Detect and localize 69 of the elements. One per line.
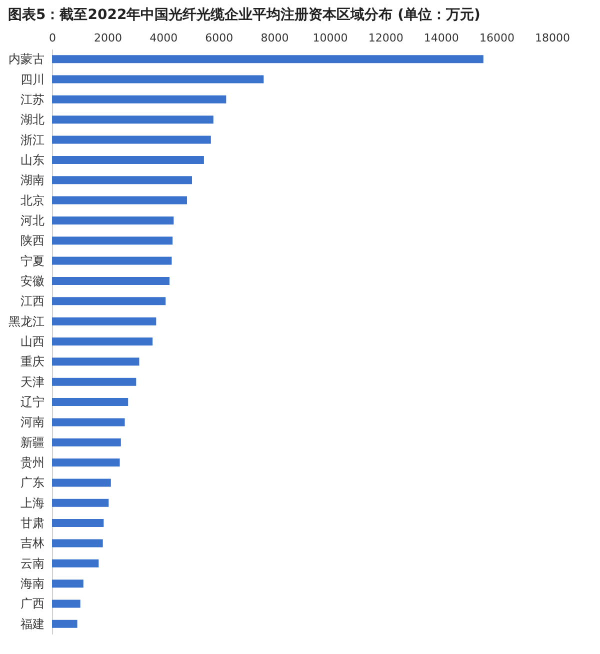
y-tick-label: 浙江 xyxy=(20,132,44,147)
bar xyxy=(52,75,264,84)
x-tick-label: 10000 xyxy=(312,32,348,44)
x-tick-label: 4000 xyxy=(150,32,178,44)
x-tick-label: 8000 xyxy=(260,32,289,44)
y-tick-label: 北京 xyxy=(20,193,44,208)
y-tick-label: 山东 xyxy=(20,152,44,167)
y-tick-label: 陕西 xyxy=(20,234,44,248)
y-tick-label: 辽宁 xyxy=(20,395,44,410)
y-tick-label: 内蒙古 xyxy=(8,52,44,66)
y-tick-label: 天津 xyxy=(20,374,44,389)
y-tick-label: 上海 xyxy=(20,496,44,510)
y-tick-label: 宁夏 xyxy=(20,254,44,268)
bar xyxy=(52,338,153,346)
y-tick-label: 云南 xyxy=(20,556,44,570)
y-tick-label: 山西 xyxy=(20,334,44,348)
bar xyxy=(52,580,84,588)
bar xyxy=(52,276,170,285)
y-tick-label: 新疆 xyxy=(20,435,44,450)
bar xyxy=(52,116,214,124)
bar xyxy=(52,559,99,568)
bar xyxy=(52,600,80,608)
y-tick-label: 河南 xyxy=(20,415,44,430)
y-tick-label: 河北 xyxy=(20,213,44,228)
y-tick-label: 江苏 xyxy=(20,92,44,106)
x-tick-label: 12000 xyxy=(368,32,404,44)
bar xyxy=(52,498,109,507)
y-tick-label: 湖南 xyxy=(20,173,44,188)
bar xyxy=(52,358,140,366)
y-tick-label: 甘肃 xyxy=(20,516,44,530)
bar xyxy=(52,620,78,628)
y-tick-label: 重庆 xyxy=(20,354,44,369)
bar xyxy=(52,196,187,204)
bar xyxy=(52,418,125,426)
bar xyxy=(52,136,211,144)
x-tick-label: 14000 xyxy=(424,32,459,44)
bar xyxy=(52,519,104,528)
bar xyxy=(52,216,174,224)
y-tick-label: 广西 xyxy=(20,596,44,611)
y-tick-label: 广东 xyxy=(20,476,44,490)
x-tick-label: 0 xyxy=(49,32,56,44)
bar xyxy=(52,236,173,245)
y-tick-label: 黑龙江 xyxy=(8,314,44,328)
bar xyxy=(52,478,111,487)
bar xyxy=(52,256,172,265)
y-tick-label: 贵州 xyxy=(20,456,44,470)
x-tick-label: 18000 xyxy=(535,32,570,44)
x-tick-label: 2000 xyxy=(94,32,122,44)
bar xyxy=(52,539,103,548)
y-tick-label: 四川 xyxy=(20,72,44,86)
y-tick-label: 安徽 xyxy=(20,274,44,288)
bar xyxy=(52,398,128,406)
bar xyxy=(52,458,120,467)
bar xyxy=(52,55,484,64)
bar xyxy=(52,378,136,386)
bar xyxy=(52,156,204,164)
bar xyxy=(52,176,192,184)
y-tick-label: 海南 xyxy=(20,576,44,591)
y-tick-label: 江西 xyxy=(20,294,44,308)
bar xyxy=(52,438,121,446)
chart-title: 图表5：截至2022年中国光纤光缆企业平均注册资本区域分布 (单位：万元) xyxy=(8,6,480,23)
y-tick-label: 湖北 xyxy=(20,112,44,127)
y-tick-label: 福建 xyxy=(20,616,44,631)
bar xyxy=(52,95,226,104)
y-tick-label: 吉林 xyxy=(20,536,44,550)
x-tick-label: 6000 xyxy=(205,32,234,44)
bar xyxy=(52,317,156,326)
bar xyxy=(52,297,166,306)
x-tick-label: 16000 xyxy=(479,32,514,44)
